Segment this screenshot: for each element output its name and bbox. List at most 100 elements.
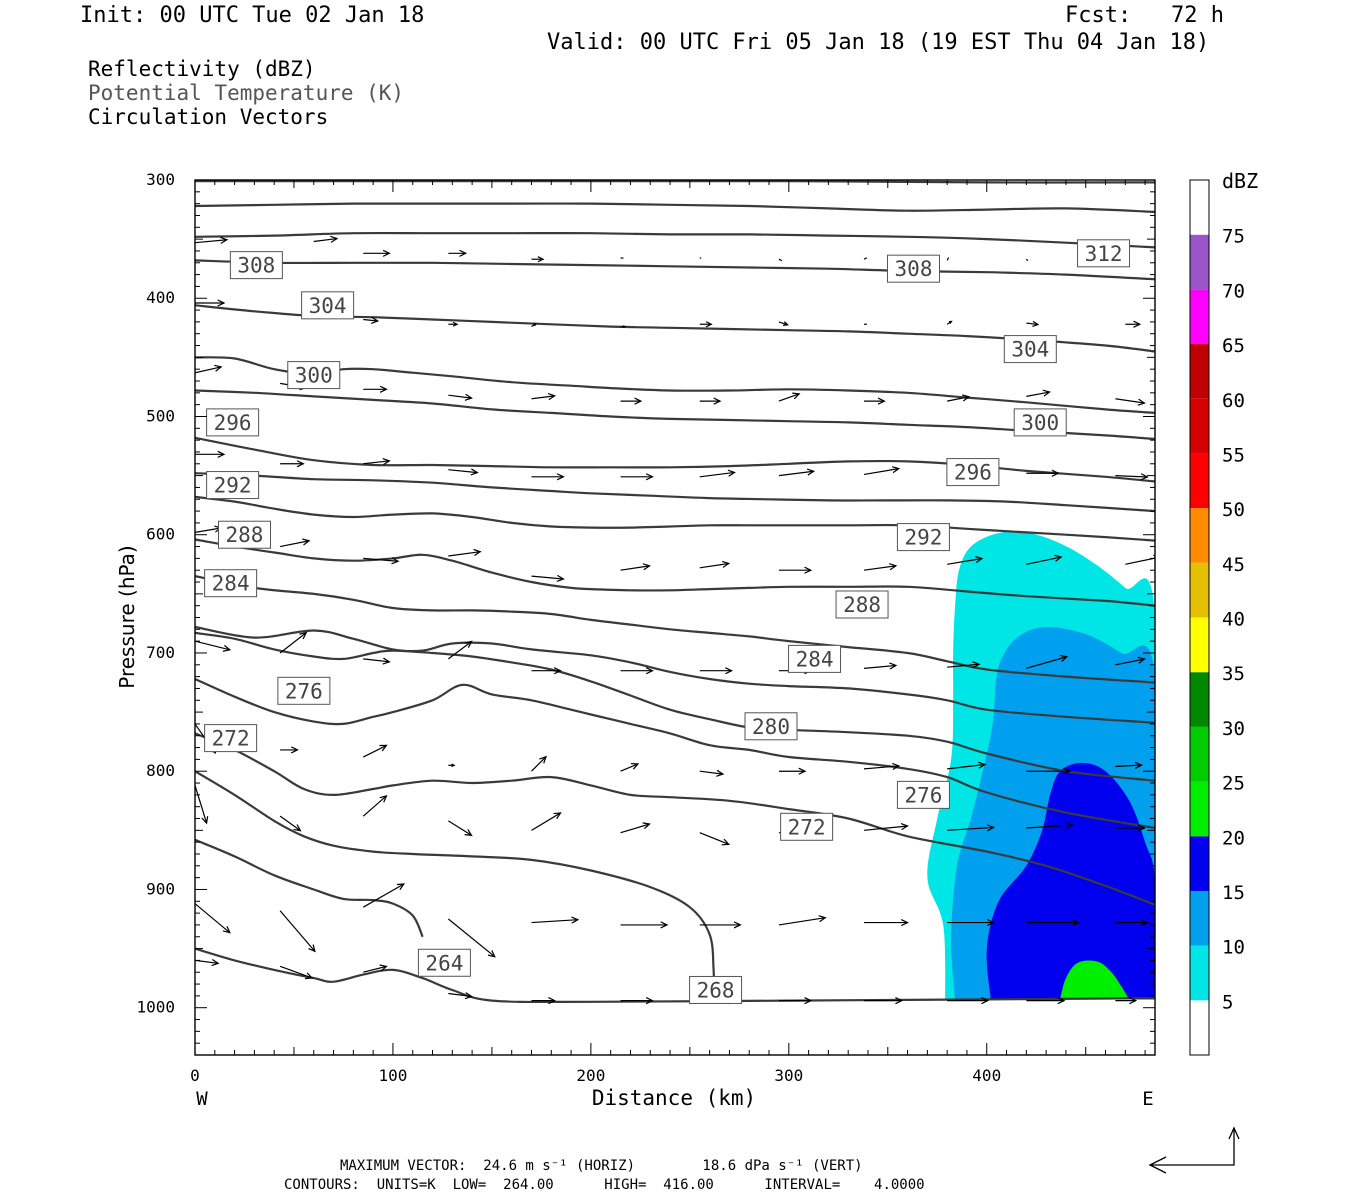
theta-contour-288 <box>195 538 1155 607</box>
contour-label-text: 276 <box>904 783 942 807</box>
contour-label-box <box>744 712 798 741</box>
theta-contour-272 <box>195 732 1155 906</box>
colorbar-segment <box>1190 453 1209 509</box>
vector-head <box>798 767 807 775</box>
circulation-vector <box>531 812 562 831</box>
contour-label-text: 288 <box>843 593 881 617</box>
vector-shaft <box>531 395 555 400</box>
colorbar-segment <box>1190 672 1209 727</box>
vector-head <box>792 392 801 400</box>
vector-head <box>804 566 813 574</box>
contour-label-box <box>229 251 283 280</box>
circulation-vector <box>363 657 391 665</box>
vector-head <box>1057 997 1066 1005</box>
colorbar-label: 35 <box>1222 663 1245 685</box>
vector-head <box>705 321 713 328</box>
vector-shaft <box>195 527 222 533</box>
contour-label-box <box>1013 408 1067 437</box>
circulation-vector <box>620 473 654 481</box>
vector-head <box>733 921 742 929</box>
vector-head <box>296 460 305 468</box>
vector-head <box>725 667 734 675</box>
contour-label-text: 280 <box>752 715 790 739</box>
circulation-vector <box>1115 824 1146 832</box>
circulation-vector <box>195 299 226 307</box>
circulation-vector <box>863 762 901 771</box>
circulation-vector <box>863 257 868 260</box>
vector-head <box>464 829 473 837</box>
circulation-vector <box>778 767 807 775</box>
colorbar-label: 25 <box>1222 773 1245 795</box>
circulation-vector <box>699 397 722 405</box>
circulation-vector <box>620 822 651 834</box>
theta-contour-280 <box>195 631 1155 782</box>
vector-head <box>1042 389 1051 397</box>
vector-head <box>892 762 901 771</box>
contour-label-text: 296 <box>954 461 992 485</box>
contour-label-text: 268 <box>697 978 735 1002</box>
theta-contour-304 <box>195 389 1155 441</box>
vector-head <box>1133 320 1142 328</box>
circulation-vector <box>947 761 987 770</box>
contour-label-text: 292 <box>904 526 942 550</box>
contour-label-text: 284 <box>796 647 834 671</box>
vector-shaft <box>195 785 208 824</box>
vector-head <box>370 316 380 324</box>
circulation-vector <box>531 322 537 328</box>
circulation-vector <box>620 397 643 405</box>
circulation-vector <box>1026 654 1069 669</box>
vector-head <box>304 972 314 980</box>
vector-shaft <box>778 917 826 926</box>
vector-shaft <box>363 318 378 322</box>
contour-label-box <box>417 948 471 977</box>
vector-head <box>1137 824 1146 832</box>
colorbar-label: 20 <box>1222 827 1245 849</box>
vector-shaft <box>1115 764 1142 768</box>
contour-label-box <box>689 975 743 1004</box>
vector-shaft <box>1115 475 1148 478</box>
vector-head <box>727 469 736 477</box>
circulation-vector <box>946 320 953 325</box>
circulation-vector <box>699 469 736 478</box>
vector-shaft <box>863 664 896 669</box>
circulation-vector <box>620 667 654 675</box>
circulation-vector <box>778 468 816 477</box>
circulation-vector <box>531 574 565 583</box>
vector-shaft <box>1026 656 1068 669</box>
reference-vector-head-vertical <box>1228 1126 1240 1140</box>
circulation-vector <box>864 918 909 927</box>
colorbar-segment <box>1190 945 1209 1001</box>
vector-head <box>986 824 995 832</box>
vector-shaft <box>362 795 387 817</box>
vector-head <box>1071 918 1080 927</box>
circulation-vector <box>1125 320 1142 328</box>
circulation-vector <box>778 258 783 262</box>
vector-shaft <box>363 460 390 465</box>
vector-head <box>464 640 473 648</box>
vector-shaft <box>947 826 994 831</box>
vector-head <box>645 473 654 481</box>
vector-head <box>382 657 391 665</box>
contour-label-292: 292 <box>896 523 950 552</box>
vector-head <box>382 457 391 466</box>
contour-label-text: 308 <box>237 254 275 278</box>
y-tick-label: 600 <box>146 525 175 544</box>
theta-contour-328 <box>195 180 1155 184</box>
contour-label-text: 272 <box>212 727 250 751</box>
vector-shaft <box>699 832 729 845</box>
vector-head <box>379 385 388 393</box>
colorbar-segment <box>1190 726 1209 782</box>
vector-head <box>211 958 220 967</box>
vector-shaft <box>448 394 472 399</box>
circulation-vector <box>448 249 468 257</box>
colorbar-label: 75 <box>1222 226 1245 248</box>
vector-shaft <box>863 825 908 831</box>
field-circulation-vectors: Circulation Vectors <box>88 105 329 129</box>
contour-label-276: 276 <box>277 676 331 705</box>
vector-shaft <box>699 770 724 775</box>
vector-shaft <box>1115 398 1145 404</box>
vector-shaft <box>195 903 231 934</box>
vector-shaft <box>1025 258 1029 262</box>
colorbar-label: 10 <box>1222 937 1245 959</box>
contour-label-box <box>206 471 260 500</box>
